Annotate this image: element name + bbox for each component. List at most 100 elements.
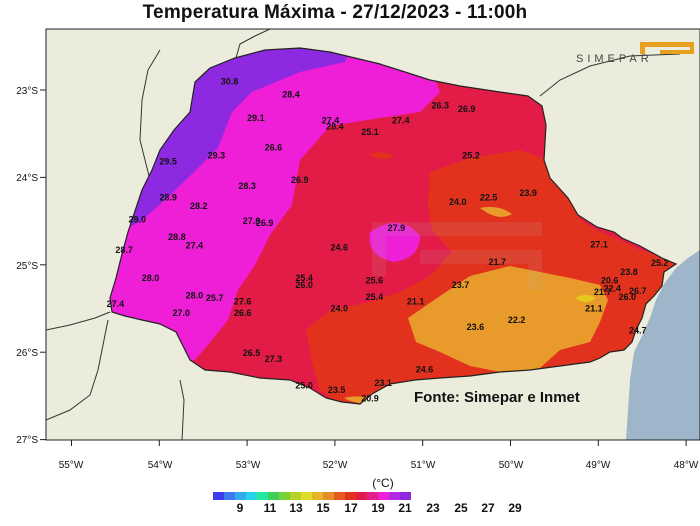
station-value: 29.5	[159, 157, 177, 167]
x-tick-label: 48°W	[674, 460, 699, 471]
station-value: 30.8	[221, 76, 239, 86]
legend-swatch	[367, 492, 378, 500]
legend-tick: 23	[426, 501, 440, 515]
legend-tick: 17	[344, 501, 358, 515]
station-value: 22.5	[480, 193, 498, 203]
station-value: 26.6	[265, 143, 283, 153]
legend-swatch	[268, 492, 279, 500]
legend-swatch	[345, 492, 356, 500]
legend-tick: 25	[454, 501, 468, 515]
station-value: 25.2	[462, 151, 480, 161]
station-value: 27.4	[392, 116, 410, 126]
station-labels: 30.828.429.1 27.428.425.127.426.3 26.929.5…	[107, 76, 669, 403]
station-value: 26.7	[629, 286, 647, 296]
color-legend	[213, 492, 411, 500]
x-tick-label: 54°W	[148, 460, 173, 471]
legend-swatch	[235, 492, 246, 500]
station-value: 25.4	[295, 273, 313, 283]
station-value: 25.4	[366, 292, 384, 302]
neighbor-borders	[46, 29, 681, 440]
y-tick-label: 24°S	[16, 173, 38, 184]
data-source: Fonte: Simepar e Inmet	[414, 389, 580, 406]
station-value: 23.8	[620, 267, 638, 277]
legend-tick: 11	[263, 501, 277, 515]
station-value: 24.6	[331, 242, 349, 252]
station-value: 28.0	[142, 273, 160, 283]
y-tick-label: 23°S	[16, 86, 38, 97]
x-tick-label: 49°W	[586, 460, 611, 471]
y-tick-label: 27°S	[16, 435, 38, 446]
station-value: 25.2	[651, 258, 669, 268]
station-value: 26.3	[432, 101, 450, 111]
station-value: 28.9	[159, 193, 177, 203]
legend-swatch	[301, 492, 312, 500]
legend-tick: 27	[481, 501, 495, 515]
legend-swatch	[400, 492, 411, 500]
simepar-logo-icon	[640, 42, 694, 54]
legend-swatch	[213, 492, 224, 500]
station-value: 26.9	[256, 218, 274, 228]
legend-swatch	[312, 492, 323, 500]
x-tick-label: 53°W	[236, 460, 261, 471]
station-value: 23.6	[467, 322, 485, 332]
watermark-logo	[372, 222, 542, 290]
legend-unit: (°C)	[372, 476, 394, 490]
station-value: 24.6	[416, 365, 434, 375]
station-value: 23.5	[328, 385, 346, 395]
station-value: 27.8	[243, 216, 261, 226]
map-frame	[45, 28, 700, 441]
station-value: 25.0	[295, 380, 313, 390]
station-value: 27.4	[322, 116, 340, 126]
station-value: 26.0	[295, 280, 313, 290]
legend-swatch	[334, 492, 345, 500]
x-tick-label: 55°W	[59, 460, 84, 471]
station-value: 23.1	[374, 378, 392, 388]
legend-swatch	[257, 492, 268, 500]
station-value: 22.4	[604, 283, 622, 293]
station-value: 28.8	[168, 232, 186, 242]
station-value: 27.6	[234, 297, 252, 307]
station-value: 26.6	[234, 308, 252, 318]
y-tick-label: 25°S	[16, 261, 38, 272]
station-value: 21.1	[585, 304, 603, 314]
legend-tick: 13	[289, 501, 303, 515]
station-value: 28.0	[186, 290, 204, 300]
station-value: 27.9	[388, 223, 406, 233]
station-value: 20.6	[601, 276, 619, 286]
station-value: 24.7	[629, 325, 647, 335]
station-value: 28.4	[326, 122, 344, 132]
station-value: 26.9	[458, 104, 476, 114]
station-value: 26.5	[243, 348, 261, 358]
station-value: 29.1	[247, 113, 265, 123]
station-value: 27.4	[186, 241, 204, 251]
legend-swatch	[224, 492, 235, 500]
brand-name: SIMEPAR	[576, 53, 653, 65]
station-value: 24.0	[331, 304, 349, 314]
station-value: 29.3	[208, 151, 226, 161]
station-value: 25.7	[206, 293, 224, 303]
station-value: 24.0	[449, 197, 467, 207]
x-tick-label: 51°W	[411, 460, 436, 471]
legend-swatch	[389, 492, 400, 500]
x-tick-label: 52°W	[323, 460, 348, 471]
legend-swatch	[378, 492, 389, 500]
legend-tick: 9	[236, 501, 244, 515]
station-value: 28.3	[238, 181, 256, 191]
x-tick-label: 50°W	[499, 460, 524, 471]
legend-tick: 29	[508, 501, 522, 515]
station-value: 25.1	[361, 127, 379, 137]
legend-swatch	[290, 492, 301, 500]
station-value: 21.1	[407, 297, 425, 307]
y-axis-labels: 23°S 24°S 25°S 26°S 27°S	[16, 86, 38, 446]
y-tick-label: 26°S	[16, 348, 38, 359]
station-value: 29.0	[129, 214, 147, 224]
map-title: Temperatura Máxima - 27/12/2023 - 11:00h	[142, 2, 528, 23]
temperature-field	[110, 48, 676, 404]
axis-ticks	[40, 89, 687, 446]
station-value: 25.6	[366, 276, 384, 286]
station-value: 23.7	[452, 280, 470, 290]
station-value: 26.0	[619, 292, 637, 302]
station-value: 28.2	[190, 201, 208, 211]
legend-swatch	[279, 492, 290, 500]
